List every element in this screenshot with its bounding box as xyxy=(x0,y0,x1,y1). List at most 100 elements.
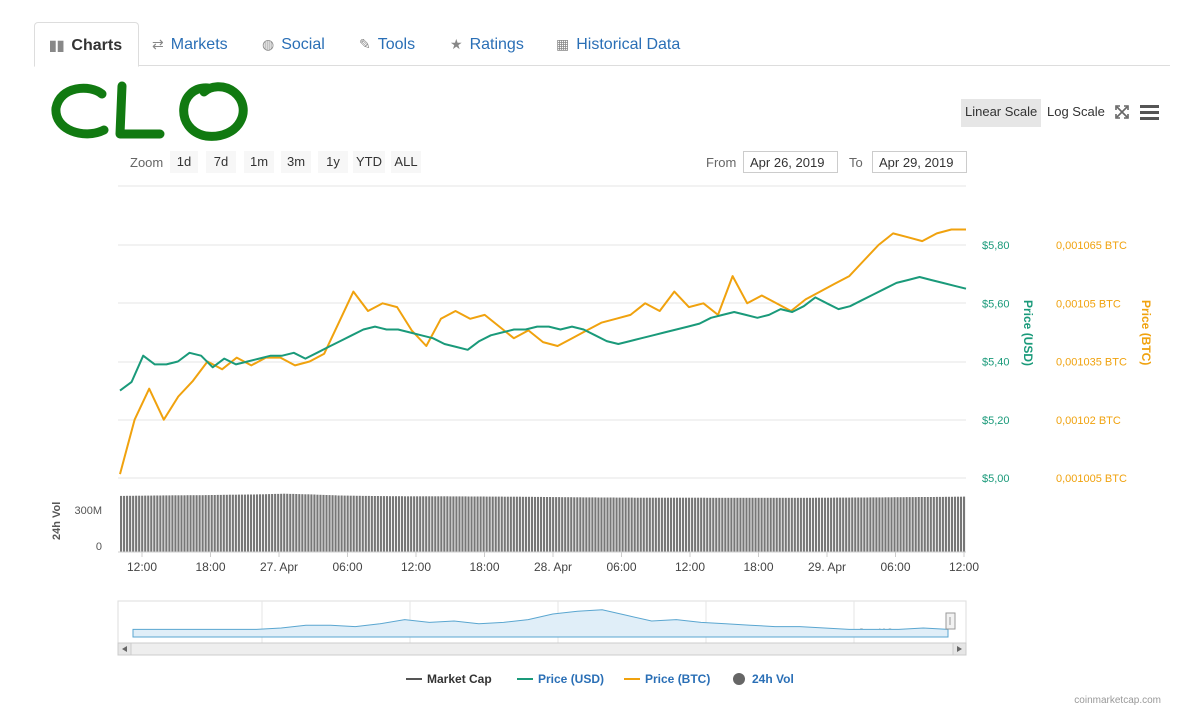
linear-scale-button[interactable]: Linear Scale xyxy=(961,99,1042,127)
volume-bar xyxy=(902,497,905,552)
tab-label: Charts xyxy=(71,37,123,54)
volume-bar xyxy=(754,497,757,552)
volume-bar xyxy=(618,497,621,552)
volume-bar xyxy=(129,495,132,552)
tab-historical-data[interactable]: ▦ Historical Data xyxy=(556,22,680,64)
volume-bar xyxy=(316,494,319,552)
volume-bar xyxy=(156,495,159,552)
volume-bar xyxy=(582,497,585,552)
volume-bar xyxy=(443,496,446,552)
tab-social[interactable]: ◍ Social xyxy=(262,22,325,64)
zoom-1y-button[interactable]: 1y xyxy=(318,151,348,173)
fullscreen-icon[interactable] xyxy=(1114,104,1130,120)
zoom-1d-button[interactable]: 1d xyxy=(170,151,198,173)
volume-bar xyxy=(470,496,473,552)
volume-bar xyxy=(497,496,500,552)
zoom-all-button[interactable]: ALL xyxy=(391,151,421,173)
volume-bar xyxy=(512,496,515,552)
volume-bar xyxy=(600,497,603,552)
volume-bar xyxy=(914,497,917,552)
volume-bar xyxy=(376,496,379,552)
volume-bar xyxy=(503,496,506,552)
btc-axis-title: Price (BTC) xyxy=(1139,300,1153,365)
volume-bar xyxy=(672,497,676,552)
volume-bar xyxy=(174,495,177,552)
x-tick-label: 29. Apr xyxy=(808,560,846,574)
usd-tick-label: $5,40 xyxy=(982,357,1010,369)
volume-bar xyxy=(464,496,467,552)
volume-bar xyxy=(243,494,246,552)
zoom-3m-button[interactable]: 3m xyxy=(281,151,311,173)
volume-bar xyxy=(394,496,398,552)
volume-bar xyxy=(926,497,929,552)
volume-bar xyxy=(301,494,304,552)
btc-tick-label: 0,001035 BTC xyxy=(1056,357,1127,369)
volume-bar xyxy=(624,497,627,552)
volume-bar xyxy=(400,496,404,552)
volume-bar xyxy=(845,497,848,552)
btc-tick-label: 0,00105 BTC xyxy=(1056,298,1121,310)
tab-label: Markets xyxy=(170,36,228,53)
volume-bar xyxy=(183,495,186,552)
volume-bar xyxy=(911,497,914,552)
volume-bar xyxy=(521,496,524,552)
volume-bar xyxy=(358,495,361,552)
volume-bar xyxy=(736,497,739,552)
menu-icon[interactable] xyxy=(1140,105,1159,120)
volume-bar xyxy=(225,494,228,552)
volume-bar xyxy=(827,497,830,552)
volume-bar xyxy=(159,495,162,552)
tab-charts[interactable]: ▮▮ Charts xyxy=(34,22,140,67)
volume-bar xyxy=(932,497,935,552)
zoom-7d-button[interactable]: 7d xyxy=(206,151,236,173)
volume-bar xyxy=(265,494,268,552)
volume-bar xyxy=(295,494,298,552)
volume-bar xyxy=(120,495,123,552)
volume-bar xyxy=(848,497,851,552)
volume-bar xyxy=(742,497,745,552)
volume-bar xyxy=(751,497,754,552)
tab-label: Tools xyxy=(377,36,416,53)
volume-bar xyxy=(561,497,564,552)
volume-bar xyxy=(141,495,144,552)
btc-tick-label: 0,001005 BTC xyxy=(1056,473,1127,485)
btc-tick-label: 0,001065 BTC xyxy=(1056,240,1127,252)
tab-ratings[interactable]: ★ Ratings xyxy=(450,22,524,64)
volume-bar xyxy=(488,496,491,552)
x-tick-label: 28. Apr xyxy=(534,560,572,574)
volume-bar xyxy=(252,494,256,552)
volume-bar xyxy=(482,496,485,552)
volume-bar xyxy=(669,497,673,552)
zoom-1m-button[interactable]: 1m xyxy=(244,151,274,173)
volume-bar xyxy=(793,497,796,552)
volume-bar xyxy=(820,497,824,552)
volume-bar xyxy=(195,495,198,552)
volume-bar xyxy=(769,497,772,552)
from-date-input[interactable]: Apr 26, 2019 xyxy=(743,151,838,173)
tab-tools[interactable]: ✎ Tools xyxy=(359,22,415,64)
volume-bar xyxy=(467,496,470,552)
volume-bar xyxy=(811,497,815,552)
volume-bar xyxy=(872,497,875,552)
to-label: To xyxy=(849,155,863,170)
tab-markets[interactable]: ⇄ Markets xyxy=(152,22,228,64)
volume-bar xyxy=(947,496,950,552)
volume-bar xyxy=(147,495,150,552)
legend-label: Market Cap xyxy=(427,672,492,686)
volume-bar xyxy=(691,497,694,552)
volume-bar xyxy=(941,496,944,552)
volume-bar xyxy=(494,496,497,552)
volume-bar xyxy=(860,497,863,552)
log-scale-button[interactable]: Log Scale xyxy=(1047,104,1105,119)
volume-bar xyxy=(416,496,419,552)
volume-bar xyxy=(500,496,503,552)
tab-label: Ratings xyxy=(469,36,524,53)
to-date-input[interactable]: Apr 29, 2019 xyxy=(872,151,967,173)
zoom-ytd-button[interactable]: YTD xyxy=(353,151,385,173)
volume-bar xyxy=(425,496,428,552)
volume-bar xyxy=(739,497,742,552)
volume-bar xyxy=(189,495,192,552)
volume-bar xyxy=(515,496,518,552)
volume-bar xyxy=(823,497,827,552)
volume-bar xyxy=(228,494,231,552)
